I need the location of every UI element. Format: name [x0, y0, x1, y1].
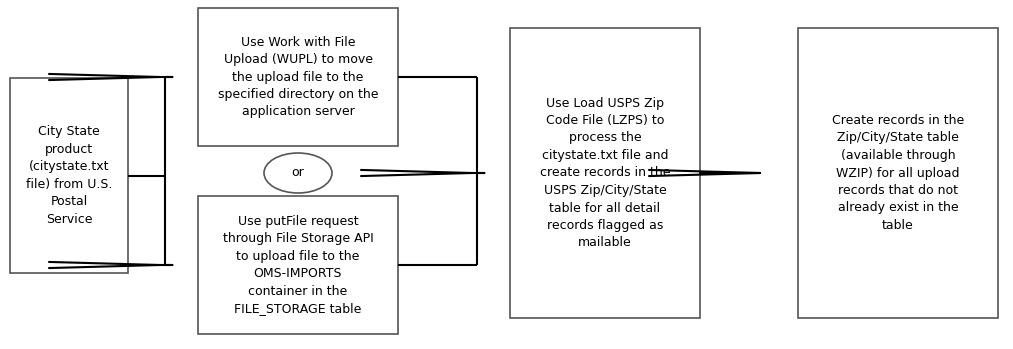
Bar [198, 196, 398, 334]
Text: Use Load USPS Zip
Code File (LZPS) to
process the
citystate.txt file and
create : Use Load USPS Zip Code File (LZPS) to pr… [540, 97, 671, 250]
Text: City State
product
(citystate.txt
file) from U.S.
Postal
Service: City State product (citystate.txt file) … [25, 125, 112, 226]
Bar [198, 8, 398, 146]
Text: Create records in the
Zip/City/State table
(available through
WZIP) for all uplo: Create records in the Zip/City/State tab… [832, 114, 964, 232]
Bar [798, 28, 998, 318]
Text: Use Work with File
Upload (WUPL) to move
the upload file to the
specified direct: Use Work with File Upload (WUPL) to move… [218, 36, 378, 119]
Ellipse shape [264, 153, 332, 193]
Bar [10, 78, 128, 273]
Text: Use putFile request
through File Storage API
to upload file to the
OMS-IMPORTS
c: Use putFile request through File Storage… [223, 215, 374, 315]
Bar [510, 28, 700, 318]
Text: or: or [292, 166, 304, 179]
